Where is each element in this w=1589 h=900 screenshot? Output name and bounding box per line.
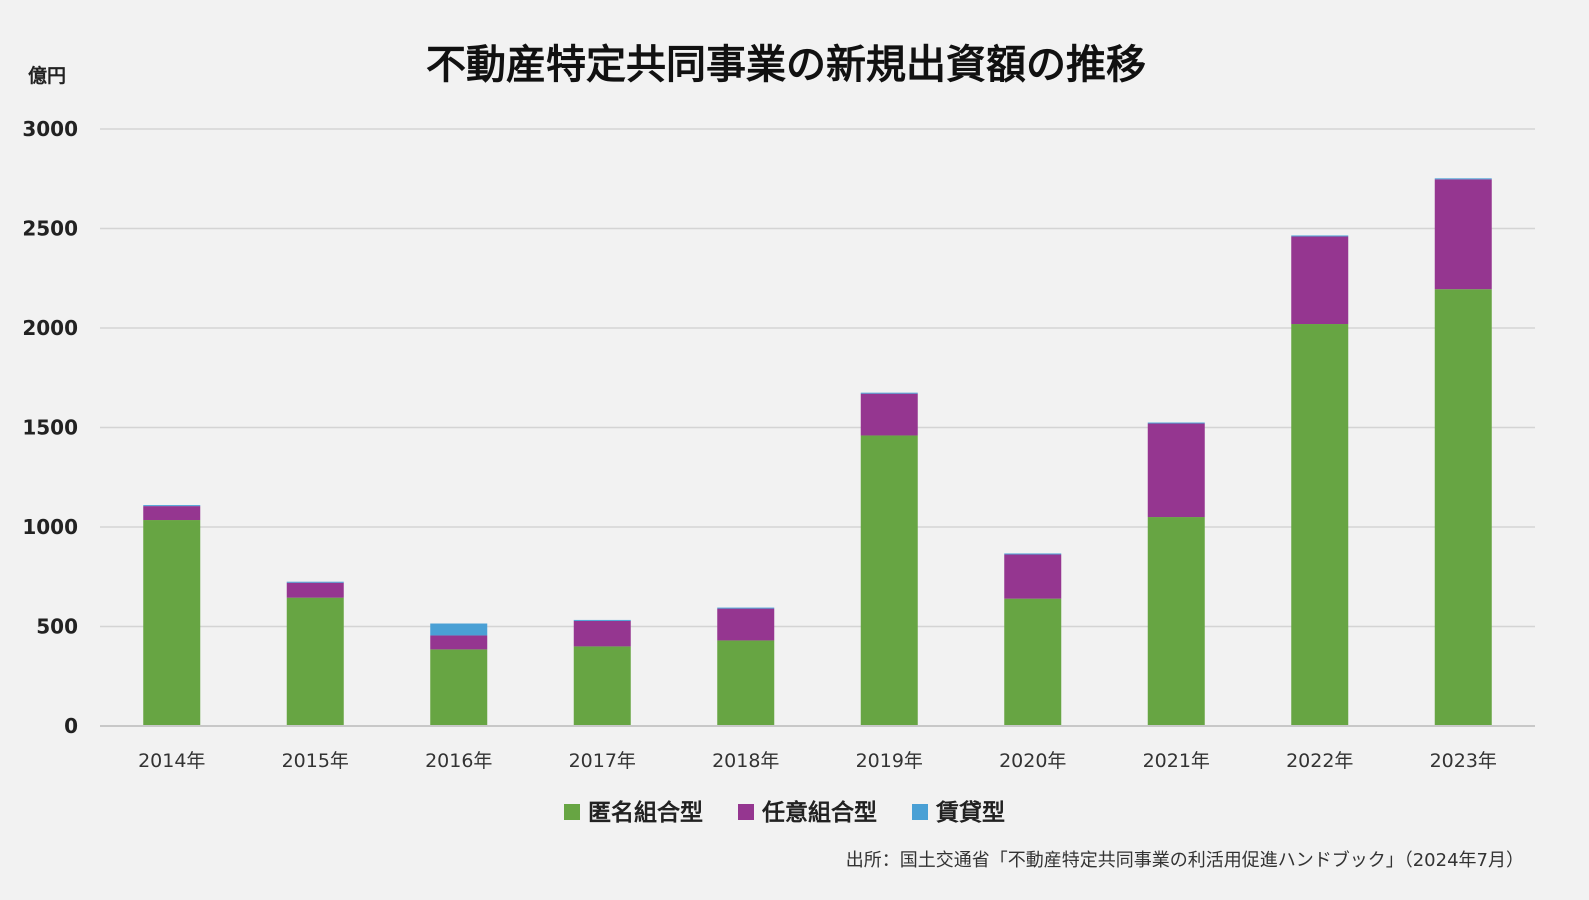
bar-segment — [1004, 553, 1062, 555]
x-tick-label: 2014年 — [138, 750, 205, 772]
x-tick-label: 2018年 — [712, 750, 779, 772]
legend-swatch — [912, 804, 928, 820]
source-note: 出所：国土交通省「不動産特定共同事業の利活用促進ハンドブック」（2024年7月） — [846, 849, 1524, 871]
bar-segment — [1291, 236, 1349, 325]
bar-segment — [1291, 324, 1349, 726]
bar-stack — [860, 392, 918, 726]
y-tick-label: 0 — [64, 714, 78, 738]
legend-swatch — [564, 804, 580, 820]
legend-item: 匿名組合型 — [564, 799, 703, 826]
y-tick-label: 1500 — [22, 416, 78, 440]
bar-segment — [1291, 235, 1349, 237]
bar-segment — [430, 649, 488, 726]
x-tick-label: 2020年 — [999, 750, 1066, 772]
legend-label: 匿名組合型 — [588, 799, 703, 826]
bar-stack — [1147, 422, 1205, 726]
bar-segment — [430, 623, 488, 636]
bar-segment — [1147, 517, 1205, 726]
bar-segment — [1434, 178, 1492, 180]
bar-segment — [1434, 289, 1492, 726]
bar-segment — [717, 608, 775, 641]
bar-stack — [1434, 178, 1492, 726]
x-tick-label: 2023年 — [1430, 750, 1497, 772]
x-tick-label: 2021年 — [1143, 750, 1210, 772]
bar-segment — [143, 520, 201, 726]
y-tick-label: 500 — [36, 615, 78, 639]
bar-stack — [1291, 235, 1349, 726]
bar-segment — [286, 581, 344, 583]
bar-stack — [286, 581, 344, 726]
bar-segment — [430, 635, 488, 650]
bar-segment — [1147, 423, 1205, 518]
y-axis-ticks: 0 500 1000 1500 2000 2500 3000 — [22, 117, 78, 738]
bar-stack — [573, 619, 631, 726]
bar-segment — [286, 582, 344, 598]
x-tick-label: 2017年 — [569, 750, 636, 772]
bar-segment — [573, 620, 631, 647]
y-tick-label: 1000 — [22, 515, 78, 539]
bar-stack — [430, 623, 488, 726]
x-tick-label: 2015年 — [282, 750, 349, 772]
bar-segment — [717, 607, 775, 609]
y-tick-label: 2000 — [22, 316, 78, 340]
bar-segment — [860, 392, 918, 394]
bar-segment — [860, 393, 918, 436]
bar-stack — [143, 505, 201, 726]
bar-segment — [1434, 179, 1492, 290]
y-unit-label: 億円 — [28, 64, 66, 87]
legend-item: 任意組合型 — [738, 799, 877, 826]
bar-segment — [573, 619, 631, 621]
legend-item: 賃貸型 — [912, 799, 1005, 826]
y-tick-label: 2500 — [22, 217, 78, 241]
y-tick-label: 3000 — [22, 117, 78, 141]
legend-swatch — [738, 804, 754, 820]
bar-segment — [1147, 422, 1205, 424]
bar-segment — [143, 505, 201, 507]
bars — [143, 178, 1492, 726]
x-axis-ticks: 2014年 2015年 2016年 2017年 2018年 2019年 2020年 2021年… — [138, 750, 1497, 772]
legend-label: 賃貸型 — [935, 799, 1005, 826]
bar-segment — [143, 506, 201, 521]
bar-segment — [1004, 554, 1062, 599]
bar-segment — [1004, 598, 1062, 726]
bar-stack — [1004, 553, 1062, 726]
x-tick-label: 2022年 — [1286, 750, 1353, 772]
chart-title: 不動産特定共同事業の新規出資額の推移 — [426, 42, 1146, 88]
legend-label: 任意組合型 — [761, 799, 877, 826]
bar-segment — [573, 646, 631, 726]
bar-segment — [860, 435, 918, 726]
legend: 匿名組合型 任意組合型 賃貸型 — [564, 799, 1005, 826]
bar-segment — [717, 640, 775, 726]
bar-segment — [286, 597, 344, 726]
x-tick-label: 2019年 — [856, 750, 923, 772]
x-tick-label: 2016年 — [425, 750, 492, 772]
bar-stack — [717, 607, 775, 726]
